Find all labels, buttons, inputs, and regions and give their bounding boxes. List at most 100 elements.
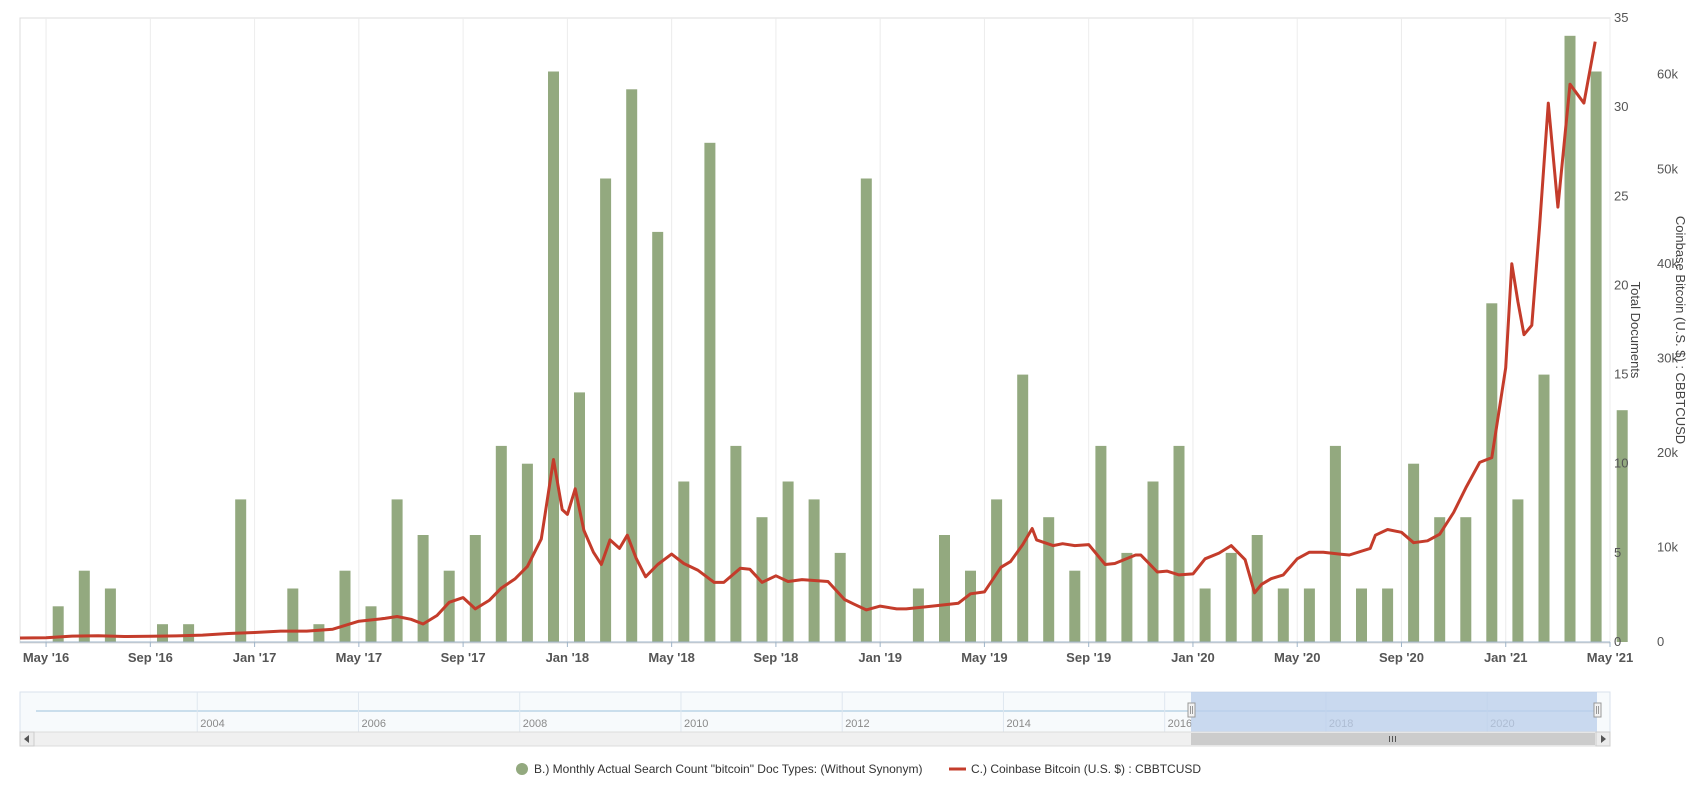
bar[interactable] (1199, 588, 1211, 643)
x-tick-label: Jan '20 (1171, 650, 1215, 665)
bar[interactable] (1121, 552, 1133, 642)
bar[interactable] (391, 499, 403, 642)
y-left-tick-label: 5 (1614, 545, 1621, 560)
bar[interactable] (1408, 463, 1420, 642)
x-tick-label: Jan '18 (546, 650, 590, 665)
bar[interactable] (78, 570, 90, 642)
x-tick-label: Jan '17 (233, 650, 277, 665)
bar[interactable] (1095, 445, 1107, 642)
bar[interactable] (600, 178, 612, 643)
bar[interactable] (574, 392, 585, 642)
x-tick-label: May '19 (961, 650, 1007, 665)
navigator[interactable]: 200420062008201020122014201620182020 (19, 691, 1611, 747)
bar[interactable] (626, 89, 638, 643)
bar[interactable] (1017, 374, 1029, 642)
y-left-tick-label: 25 (1614, 188, 1628, 203)
price-line[interactable] (19, 41, 1597, 640)
bar[interactable] (1434, 517, 1446, 642)
y-left-tick-label: 0 (1614, 634, 1621, 649)
bar[interactable] (104, 588, 116, 643)
bar[interactable] (157, 624, 168, 642)
bar[interactable] (365, 606, 377, 642)
bar-series (52, 35, 1628, 643)
bar[interactable] (652, 231, 664, 642)
bar[interactable] (1616, 410, 1628, 642)
bar[interactable] (808, 499, 820, 642)
y-left-tick-label: 20 (1614, 277, 1628, 292)
y-right-tick-label: 20k (1657, 445, 1678, 460)
bar[interactable] (1069, 570, 1081, 642)
bar[interactable] (704, 142, 716, 643)
bar[interactable] (860, 178, 872, 643)
navigator-right-handle[interactable] (1593, 702, 1602, 718)
bar[interactable] (1173, 445, 1185, 642)
bar[interactable] (235, 499, 247, 642)
x-tick-label: Sep '19 (1066, 650, 1111, 665)
bar[interactable] (1538, 374, 1550, 642)
bar[interactable] (1147, 481, 1159, 643)
bar[interactable] (782, 481, 794, 643)
navigator-selected-range[interactable] (1191, 692, 1597, 732)
bar[interactable] (313, 624, 325, 642)
y-left-tick-label: 10 (1614, 456, 1628, 471)
bar[interactable] (1512, 499, 1524, 642)
navigator-year-label: 2010 (684, 718, 708, 730)
x-tick-label: Jan '19 (858, 650, 902, 665)
bar[interactable] (183, 624, 195, 642)
legend-bar-marker-icon (516, 763, 528, 775)
bar[interactable] (548, 71, 559, 643)
bar[interactable] (965, 570, 976, 642)
grid-layer (45, 18, 1611, 642)
scrollbar-left-arrow[interactable] (19, 731, 35, 747)
bar[interactable] (469, 535, 481, 642)
bar[interactable] (939, 535, 950, 642)
bar[interactable] (1277, 588, 1289, 643)
bar[interactable] (521, 463, 533, 642)
x-axis-ticks: May '16 Sep '16 Jan '17 May '17 Sep '17 Jan '… (23, 642, 1633, 665)
bar[interactable] (1356, 588, 1367, 643)
navigator-year-label: 2012 (845, 718, 869, 730)
bar[interactable] (1303, 588, 1315, 643)
line-series (19, 41, 1597, 640)
y-left-axis-ticks: 0 5 10 15 20 25 30 35 (1614, 10, 1628, 649)
bar[interactable] (1564, 35, 1576, 643)
navigator-year-label: 2004 (200, 718, 224, 730)
legend-item-coinbase[interactable]: C.) Coinbase Bitcoin (U.S. $) : CBBTCUSD (949, 762, 1201, 776)
bar[interactable] (1590, 71, 1602, 643)
navigator-left-handle[interactable] (1187, 702, 1196, 718)
bar[interactable] (834, 552, 846, 642)
arrow-left-icon (24, 735, 29, 743)
x-tick-label: May '16 (23, 650, 69, 665)
bar[interactable] (339, 570, 351, 642)
legend: B.) Monthly Actual Search Count "bitcoin… (516, 762, 1201, 776)
bar[interactable] (1043, 517, 1055, 642)
bar[interactable] (912, 588, 924, 643)
bar[interactable] (756, 517, 768, 642)
bar[interactable] (1486, 303, 1498, 642)
bar[interactable] (495, 445, 507, 642)
bar[interactable] (1382, 588, 1394, 643)
scrollbar-right-arrow[interactable] (1595, 731, 1611, 747)
bar[interactable] (443, 570, 455, 642)
y-right-axis-title: Coinbase Bitcoin (U.S. $) : CBBTCUSD (1673, 216, 1688, 444)
y-right-tick-label: 60k (1657, 67, 1678, 82)
scrollbar-thumb-grip (1389, 736, 1396, 742)
x-tick-label: Jan '21 (1484, 650, 1528, 665)
bar[interactable] (1460, 517, 1472, 642)
bar[interactable] (991, 499, 1003, 642)
bar[interactable] (417, 535, 429, 642)
navigator-year-label: 2006 (361, 718, 385, 730)
bar[interactable] (1329, 445, 1341, 642)
x-tick-label: May '20 (1274, 650, 1320, 665)
bar[interactable] (730, 445, 742, 642)
x-tick-label: May '17 (336, 650, 382, 665)
bar[interactable] (1225, 552, 1237, 642)
x-tick-label: Sep '16 (128, 650, 173, 665)
bar[interactable] (52, 606, 64, 642)
y-right-tick-label: 30k (1657, 350, 1678, 365)
legend-item-search-count[interactable]: B.) Monthly Actual Search Count "bitcoin… (516, 762, 922, 776)
x-tick-label: Sep '20 (1379, 650, 1424, 665)
bar[interactable] (287, 588, 299, 643)
